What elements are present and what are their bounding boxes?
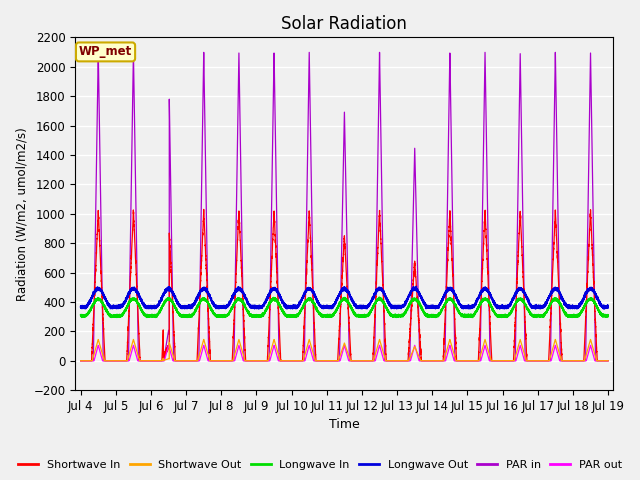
Longwave In [180, 312, 188, 318]
Shortwave Out [180, 358, 188, 364]
PAR out [99, 358, 106, 364]
PAR out [335, 358, 342, 364]
Shortwave Out [108, 358, 116, 364]
Line: Longwave In: Longwave In [81, 298, 608, 317]
PAR out [77, 358, 84, 364]
Shortwave In [200, 206, 207, 212]
PAR out [79, 358, 87, 364]
Y-axis label: Radiation (W/m2, umol/m2/s): Radiation (W/m2, umol/m2/s) [15, 127, 28, 300]
PAR in [108, 358, 116, 364]
Longwave In [77, 312, 84, 318]
Longwave Out [335, 293, 342, 299]
Longwave Out [604, 304, 612, 310]
Longwave Out [79, 304, 87, 310]
PAR in [180, 358, 188, 364]
Shortwave Out [129, 336, 137, 342]
Shortwave In [604, 358, 612, 364]
Longwave Out [180, 305, 188, 311]
Line: PAR out: PAR out [81, 345, 608, 361]
Longwave In [375, 295, 383, 300]
Text: WP_met: WP_met [79, 46, 132, 59]
Longwave Out [99, 290, 106, 296]
Shortwave Out [604, 358, 612, 364]
PAR in [99, 316, 106, 322]
PAR in [79, 358, 87, 364]
Longwave In [604, 312, 612, 318]
Longwave Out [412, 284, 420, 289]
Line: Shortwave In: Shortwave In [81, 209, 608, 361]
Shortwave In [99, 305, 106, 311]
X-axis label: Time: Time [329, 419, 360, 432]
Longwave In [99, 300, 106, 305]
Longwave In [79, 314, 87, 320]
Shortwave Out [335, 357, 342, 363]
PAR in [129, 49, 137, 55]
Legend: Shortwave In, Shortwave Out, Longwave In, Longwave Out, PAR in, PAR out: Shortwave In, Shortwave Out, Longwave In… [14, 456, 626, 474]
PAR in [77, 358, 84, 364]
Shortwave In [77, 358, 84, 364]
Shortwave In [79, 358, 87, 364]
Longwave Out [77, 304, 84, 310]
Longwave In [108, 313, 116, 319]
Title: Solar Radiation: Solar Radiation [282, 15, 407, 33]
Shortwave In [577, 358, 584, 364]
PAR out [180, 358, 188, 364]
Longwave In [577, 311, 584, 317]
PAR out [577, 358, 584, 364]
Shortwave In [108, 358, 116, 364]
PAR out [129, 342, 137, 348]
Shortwave In [180, 358, 188, 364]
PAR out [108, 358, 116, 364]
PAR in [604, 358, 612, 364]
Longwave Out [108, 304, 116, 310]
Shortwave In [335, 342, 342, 348]
Longwave Out [577, 302, 584, 308]
Shortwave Out [77, 358, 84, 364]
Longwave Out [78, 306, 86, 312]
Line: Shortwave Out: Shortwave Out [81, 339, 608, 361]
Shortwave Out [99, 352, 106, 358]
PAR out [604, 358, 612, 364]
Longwave In [78, 314, 86, 320]
Line: PAR in: PAR in [81, 52, 608, 361]
Shortwave Out [577, 358, 584, 364]
Longwave In [335, 303, 342, 309]
PAR in [335, 358, 342, 364]
PAR in [577, 358, 584, 364]
Shortwave Out [79, 358, 87, 364]
Line: Longwave Out: Longwave Out [81, 287, 608, 309]
